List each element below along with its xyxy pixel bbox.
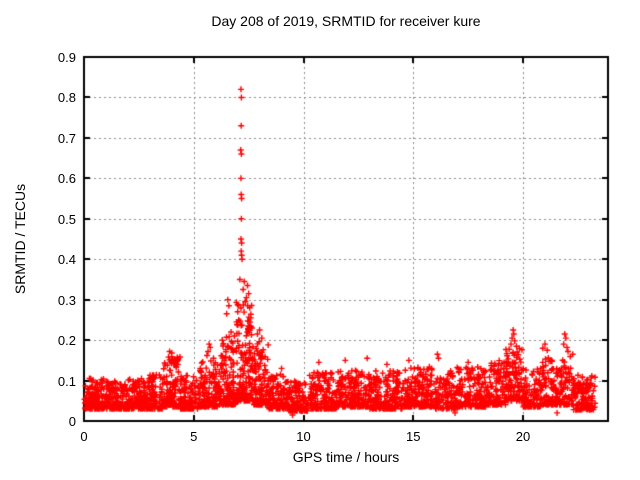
y-tick-label: 0.9 — [57, 50, 76, 65]
chart-title: Day 208 of 2019, SRMTID for receiver kur… — [211, 13, 481, 29]
y-tick-label: 0.5 — [57, 211, 76, 227]
y-tick-label: 0.2 — [57, 333, 76, 349]
y-axis-label: SRMTID / TECUs — [12, 183, 28, 295]
x-tick-label: 0 — [80, 429, 88, 444]
y-tick-label: 0.1 — [57, 373, 76, 389]
x-tick-label: 20 — [515, 429, 531, 444]
y-tick-label: 0 — [68, 414, 76, 429]
x-tick-label: 10 — [296, 429, 311, 444]
y-tick-label: 0.7 — [57, 130, 76, 146]
y-tick-label: 0.4 — [57, 252, 76, 268]
x-axis-label: GPS time / hours — [292, 449, 400, 465]
y-tick-label: 0.3 — [57, 292, 76, 308]
y-tick-label: 0.6 — [57, 171, 76, 187]
y-tick-label: 0.8 — [57, 90, 76, 106]
x-tick-label: 15 — [406, 429, 421, 444]
x-tick-label: 5 — [190, 429, 198, 444]
